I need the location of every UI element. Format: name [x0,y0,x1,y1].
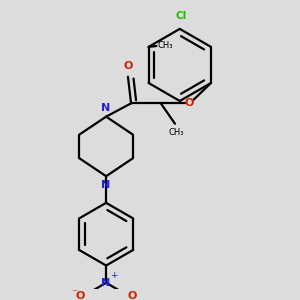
Text: N: N [101,103,111,112]
Text: Cl: Cl [176,11,187,21]
Text: CH₃: CH₃ [169,128,184,137]
Text: O: O [128,291,137,300]
Text: +: + [110,272,118,280]
Text: ⁻: ⁻ [71,288,77,298]
Text: O: O [184,98,194,108]
Text: N: N [101,180,111,190]
Text: O: O [123,61,133,71]
Text: CH₃: CH₃ [158,41,173,50]
Text: N: N [101,278,111,288]
Text: O: O [75,291,85,300]
